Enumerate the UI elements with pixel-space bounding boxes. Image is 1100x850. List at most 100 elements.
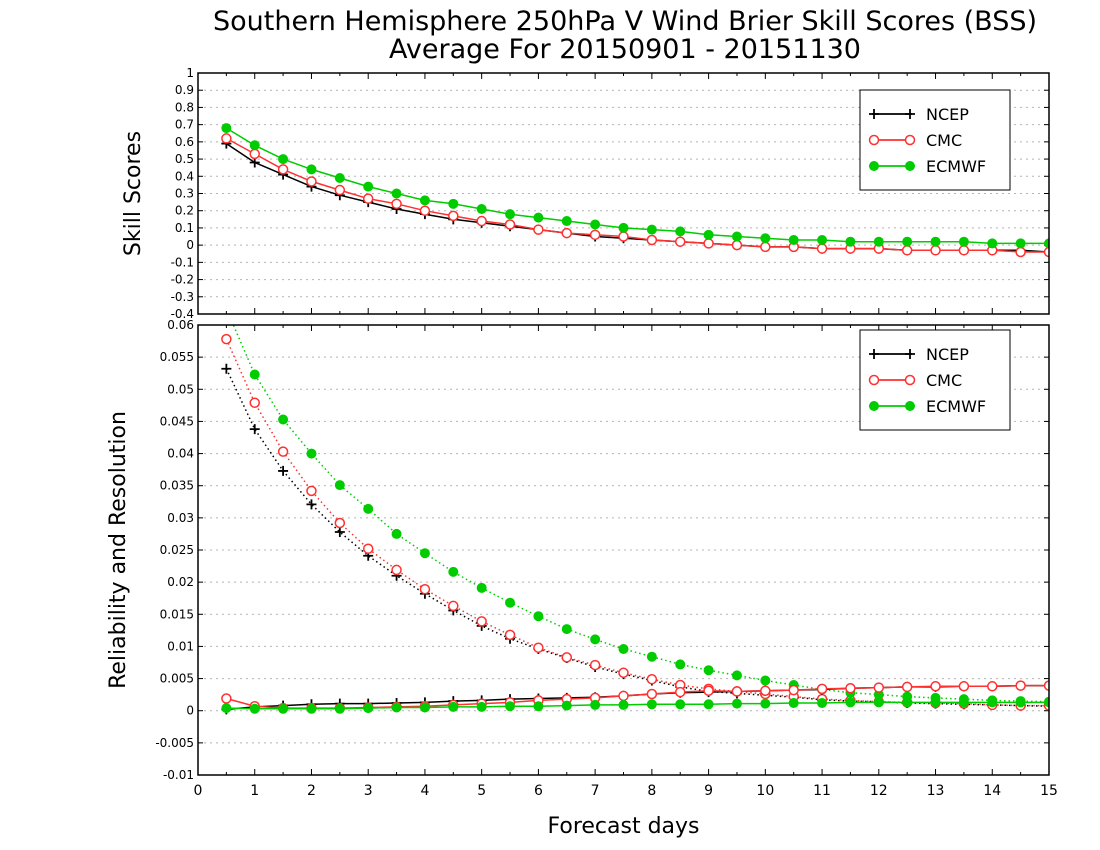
legend-marker-ncep — [869, 349, 879, 359]
skill-scores-panel: -0.4 -0.3 -0.2 -0.1 0 0.1 0.2 0.3 0.4 0.5 0.6 0.7 0.… — [121, 66, 1050, 321]
y-tick-label: 0.005 — [160, 672, 194, 686]
series-ecmwf-point — [873, 236, 884, 247]
y-tick-label: -0.005 — [155, 736, 194, 750]
series-ecmwf-point — [1044, 238, 1049, 249]
x-axis-label: Forecast days — [547, 814, 699, 839]
series-ecmwf-point — [930, 236, 941, 247]
series-ncep-resolution-point — [249, 424, 260, 435]
y-tick-label: 0.05 — [167, 382, 194, 396]
series-cmc-resolution-point — [476, 616, 487, 627]
legend: NCEP CMC ECMWF — [859, 89, 1011, 191]
series-cmc-point — [816, 243, 828, 254]
series-cmc-point — [362, 193, 374, 204]
series-ecmwf-reliability-point — [845, 697, 856, 708]
y-tick-label: 0.06 — [167, 318, 194, 332]
series-ecmwf-resolution-point — [618, 644, 629, 654]
series-ecmwf-reliability-point — [817, 698, 828, 708]
x-tick-label: 4 — [420, 783, 429, 799]
series-ecmwf-reliability-point — [930, 697, 941, 708]
series-cmc-reliability-point — [646, 688, 658, 700]
legend-marker-ncep — [905, 349, 915, 359]
y-tick-label: 0 — [186, 238, 194, 252]
y-tick-label: 1 — [186, 66, 194, 80]
series-ecmwf-reliability-point — [419, 702, 430, 713]
series-ecmwf-point — [221, 123, 232, 134]
series-cmc-reliability-point — [674, 686, 686, 698]
series-cmc-reliability-point — [901, 681, 913, 693]
series-cmc-point — [277, 164, 289, 175]
series-ecmwf-resolution-point — [334, 480, 345, 491]
series-cmc-point — [703, 238, 714, 249]
y-tick-label: 0.02 — [167, 575, 194, 589]
x-tick-label: 0 — [194, 783, 203, 799]
series-cmc-resolution-point — [618, 667, 629, 679]
reliability-resolution-panel: -0.01 -0.005 0 0.005 0.01 0.015 0.02 0.025 0.03 0… — [106, 318, 1058, 839]
series-cmc-point — [618, 231, 629, 242]
series-ecmwf-reliability-point — [703, 699, 714, 710]
series-ecmwf-reliability-point — [363, 703, 374, 714]
series-cmc-resolution-point — [448, 600, 459, 612]
series-ecmwf-resolution-point — [391, 528, 402, 539]
series-ecmwf-resolution-point — [278, 414, 289, 425]
series-ecmwf-point — [618, 222, 629, 233]
series-ecmwf-point — [817, 234, 828, 245]
series-ecmwf-reliability-point — [731, 698, 742, 709]
series-cmc-point — [221, 133, 232, 144]
y-tick-label: 0.01 — [167, 639, 194, 653]
y-tick-label: 0.4 — [175, 169, 194, 183]
y-tick-label: -0.3 — [171, 290, 194, 304]
series-cmc-resolution-point — [504, 629, 516, 641]
y-axis-label: Reliability and Resolution — [106, 411, 131, 689]
y-tick-label: 0.7 — [175, 118, 194, 132]
legend-marker-cmc — [904, 374, 916, 386]
y-tick-label: -0.2 — [171, 273, 194, 287]
series-ecmwf-resolution-point — [561, 624, 572, 635]
series-ecmwf-point — [646, 224, 657, 235]
y-tick-label: 0 — [186, 704, 194, 718]
legend: NCEP CMC ECMWF — [859, 329, 1011, 431]
series-cmc-point — [476, 215, 487, 227]
series-ecmwf-resolution-point — [703, 665, 714, 676]
x-tick-label: 10 — [756, 783, 774, 799]
series-cmc-point — [1015, 246, 1026, 258]
series-ecmwf-resolution-point — [533, 611, 544, 622]
legend-marker-cmc — [868, 134, 880, 146]
series-ecmwf-reliability-point — [561, 700, 572, 711]
y-tick-label: 0.2 — [175, 204, 194, 218]
series-ecmwf-reliability-point — [1015, 697, 1026, 708]
series-cmc-resolution-point — [589, 659, 601, 671]
x-tick-label: 5 — [477, 783, 486, 799]
series-ecmwf-reliability-point — [1044, 697, 1049, 708]
series-ecmwf-reliability-point — [306, 703, 317, 714]
series-ecmwf-point — [391, 188, 402, 199]
series-cmc-point — [589, 229, 601, 241]
chart-subtitle: Average For 20150901 - 20151130 — [389, 34, 861, 65]
series-cmc-point — [646, 234, 658, 246]
series-ecmwf-reliability-point — [646, 699, 657, 710]
series-cmc-point — [930, 245, 941, 256]
series-ecmwf-reliability-point — [278, 703, 289, 714]
y-tick-label: 0.9 — [175, 83, 194, 97]
legend-marker-ecmwf — [869, 401, 879, 411]
series-cmc-reliability-point — [788, 684, 799, 696]
x-tick-label: 13 — [927, 783, 945, 799]
series-ecmwf-reliability-point — [391, 702, 402, 713]
y-tick-label: 0.015 — [160, 607, 194, 621]
series-cmc-reliability-point — [221, 693, 232, 704]
legend-label-ecmwf: ECMWF — [926, 397, 986, 416]
series-ecmwf-resolution-point — [760, 675, 771, 686]
series-ecmwf-point — [760, 233, 771, 244]
series-ecmwf-point — [731, 231, 742, 242]
legend-marker-cmc — [904, 134, 916, 146]
y-axis-label: Skill Scores — [121, 131, 146, 256]
series-cmc-point — [306, 176, 317, 187]
series-ecmwf-point — [561, 216, 572, 227]
series-ncep-resolution-point — [221, 363, 232, 374]
series-cmc-point — [448, 210, 459, 222]
series-cmc-reliability-point — [816, 683, 828, 695]
legend-marker-ncep — [869, 109, 879, 119]
series-ecmwf-point — [675, 226, 686, 237]
series-ecmwf-reliability-point — [533, 701, 544, 712]
series-ecmwf-resolution-point — [675, 659, 686, 670]
series-ecmwf-reliability-point — [760, 698, 771, 709]
